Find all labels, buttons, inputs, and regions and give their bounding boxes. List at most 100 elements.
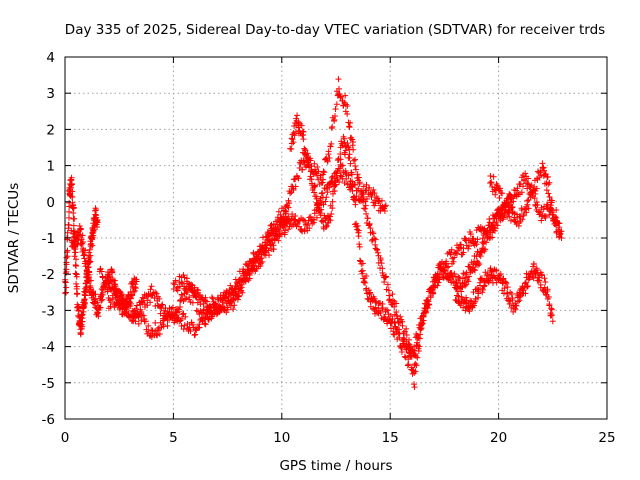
data-point: [514, 185, 521, 192]
data-point: [371, 295, 378, 302]
data-point: [504, 284, 511, 291]
data-point: [301, 158, 308, 165]
data-point: [64, 229, 71, 236]
data-point: [259, 244, 266, 251]
data-point: [300, 157, 307, 164]
data-point: [254, 256, 261, 263]
data-point: [248, 267, 255, 274]
y-tick-label: 1: [46, 159, 55, 175]
data-point: [356, 179, 363, 186]
data-point: [529, 273, 536, 280]
data-point: [172, 277, 179, 284]
data-point: [83, 267, 90, 274]
data-point: [341, 179, 348, 186]
data-point: [348, 171, 355, 178]
data-point: [520, 183, 527, 190]
data-point: [507, 192, 514, 199]
data-point: [490, 219, 497, 226]
data-point: [534, 201, 541, 208]
data-point: [192, 293, 199, 300]
data-point: [114, 293, 121, 300]
data-point: [286, 200, 293, 207]
data-point: [359, 260, 366, 267]
data-point: [128, 300, 135, 307]
data-point: [546, 179, 553, 186]
data-point: [465, 273, 472, 280]
data-point: [312, 169, 319, 176]
data-point: [225, 294, 232, 301]
data-point: [533, 267, 540, 274]
data-point: [238, 277, 245, 284]
data-point: [463, 294, 470, 301]
data-point: [234, 296, 241, 303]
data-point: [382, 274, 389, 281]
data-point: [428, 286, 435, 293]
data-point: [292, 183, 299, 190]
data-point: [152, 319, 159, 326]
data-point: [223, 289, 230, 296]
data-point: [548, 305, 555, 312]
data-point: [258, 248, 265, 255]
data-point: [487, 179, 494, 186]
data-point: [465, 278, 472, 285]
data-point: [522, 279, 529, 286]
data-point: [384, 281, 391, 288]
series-satellite-track-e: [170, 76, 563, 391]
data-point: [260, 245, 267, 252]
data-point: [558, 228, 565, 235]
data-point: [548, 197, 555, 204]
data-point: [471, 266, 478, 273]
data-point: [174, 287, 181, 294]
data-point: [363, 273, 370, 280]
data-point: [320, 168, 327, 175]
data-point: [352, 163, 359, 170]
data-point: [70, 204, 77, 211]
data-point: [522, 206, 529, 213]
data-point: [177, 303, 184, 310]
data-point: [450, 258, 457, 265]
data-point: [72, 270, 79, 277]
data-point: [109, 296, 116, 303]
data-point: [411, 384, 418, 391]
data-point: [155, 327, 162, 334]
data-point: [476, 261, 483, 268]
data-point: [140, 295, 147, 302]
data-point: [291, 132, 298, 139]
data-point: [362, 205, 369, 212]
data-point: [396, 326, 403, 333]
data-point: [418, 325, 425, 332]
data-point: [214, 308, 221, 315]
data-point: [462, 307, 469, 314]
data-point: [530, 261, 537, 268]
data-point: [352, 166, 359, 173]
data-point: [379, 265, 386, 272]
data-point: [275, 237, 282, 244]
data-point: [508, 195, 515, 202]
data-point: [73, 283, 80, 290]
data-point: [257, 263, 264, 270]
data-point: [347, 160, 354, 167]
data-point: [181, 283, 188, 290]
data-point: [542, 279, 549, 286]
data-point: [307, 173, 314, 180]
data-point: [69, 188, 76, 195]
data-point: [331, 188, 338, 195]
data-point: [546, 193, 553, 200]
data-point: [92, 207, 99, 214]
data-point: [359, 191, 366, 198]
data-point: [118, 291, 125, 298]
data-point: [530, 263, 537, 270]
data-point: [419, 320, 426, 327]
data-point: [172, 315, 179, 322]
data-point: [270, 230, 277, 237]
data-point: [388, 318, 395, 325]
data-point: [538, 272, 545, 279]
data-point: [344, 140, 351, 147]
data-point: [147, 286, 154, 293]
data-point: [489, 234, 496, 241]
data-point: [62, 279, 69, 286]
data-point: [349, 187, 356, 194]
data-point: [350, 146, 357, 153]
data-point: [525, 175, 532, 182]
data-point: [322, 198, 329, 205]
